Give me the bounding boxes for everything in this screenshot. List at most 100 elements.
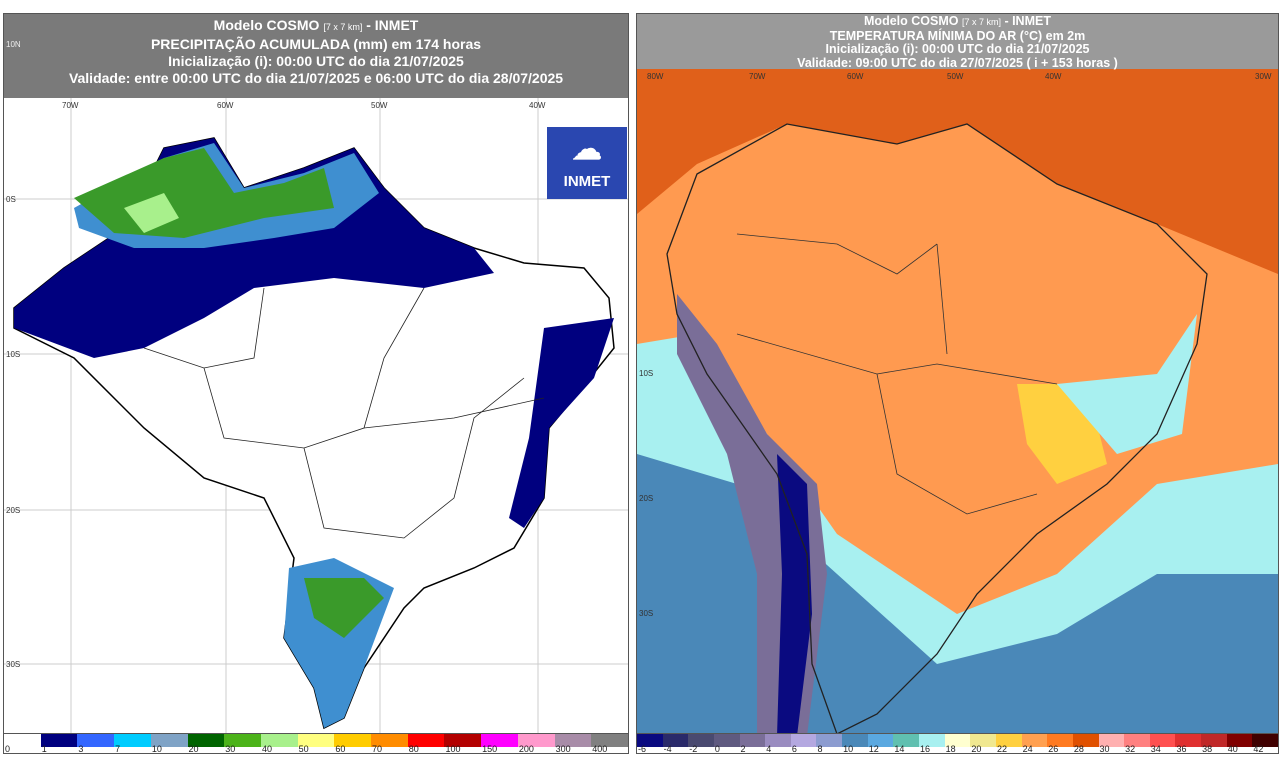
legend-swatch	[1226, 734, 1253, 747]
legend-swatch	[790, 734, 817, 747]
legend-label: 38	[1202, 744, 1213, 754]
legend-swatch	[816, 734, 843, 747]
legend-swatch	[40, 734, 78, 747]
legend-label: 150	[482, 744, 498, 754]
lon-tick: 50W	[371, 101, 388, 110]
temperature-map	[637, 14, 1278, 736]
initialization: Inicialização (i): 00:00 UTC do dia 21/0…	[825, 42, 1090, 56]
legend-swatch	[995, 734, 1022, 747]
legend-swatch	[1047, 734, 1073, 747]
legend-label: 60	[335, 744, 346, 754]
legend-swatch	[297, 734, 335, 747]
lat-tick: 10S	[6, 350, 21, 359]
map-header: Modelo COSMO [7 x 7 km] - INMET TEMPERAT…	[637, 14, 1278, 69]
lat-tick: 20S	[639, 494, 654, 503]
legend-label: 12	[868, 744, 879, 754]
variable-title: PRECIPITAÇÃO ACUMULADA (mm) em 174 horas	[150, 36, 482, 52]
validity: Validade: 09:00 UTC do dia 27/07/2025 ( …	[797, 55, 1118, 70]
legend-swatch	[260, 734, 298, 747]
legend-swatch	[919, 734, 945, 747]
lon-tick: 50W	[947, 72, 964, 81]
legend-label: 36	[1176, 744, 1187, 754]
legend-swatch	[1072, 734, 1099, 747]
south-america-outline	[666, 123, 1208, 735]
lon-tick: 40W	[1045, 72, 1062, 81]
legend-label: 1	[41, 744, 47, 754]
legend-swatch	[1252, 734, 1278, 747]
lon-tick: 70W	[62, 101, 79, 110]
legend-swatch	[893, 734, 920, 747]
legend-swatch	[662, 734, 689, 747]
legend-label: 300	[555, 744, 571, 754]
legend-swatch	[554, 734, 592, 747]
resolution: [7 x 7 km]	[961, 17, 1001, 27]
legend-swatch	[77, 734, 115, 747]
inmet-logo: ☁ INMET	[547, 127, 627, 199]
lon-tick: 80W	[647, 72, 664, 81]
precipitation-map	[4, 98, 628, 734]
legend-label: 20	[971, 744, 982, 754]
legend-swatch	[713, 734, 740, 747]
precipitation-legend: 0 1 3 7 10 20 30 40 50 60 70 80 100 150 200 300 400	[4, 733, 628, 753]
legend-label: 20	[188, 744, 199, 754]
legend-swatch	[481, 734, 518, 747]
legend-label: 70	[372, 744, 383, 754]
legend-label: 22	[996, 744, 1007, 754]
lon-tick: 30W	[1255, 72, 1272, 81]
legend-label: 4	[766, 744, 772, 754]
legend-swatch	[1201, 734, 1227, 747]
model-title: Modelo COSMO	[864, 14, 959, 28]
lat-tick: 10S	[639, 369, 654, 378]
legend-swatch	[187, 734, 225, 747]
legend-label: -4	[663, 744, 672, 754]
legend-label: 40	[1227, 744, 1238, 754]
legend-label: 40	[261, 744, 272, 754]
initialization: Inicialização (i): 00:00 UTC do dia 21/0…	[168, 53, 464, 69]
legend-label: 50	[298, 744, 309, 754]
legend-swatch	[517, 734, 555, 747]
lat-tick: 20S	[6, 506, 21, 515]
legend-label: 0	[5, 744, 11, 754]
lon-tick: 60W	[217, 101, 234, 110]
lat-tick: 0S	[6, 195, 16, 204]
legend-label: 42	[1253, 744, 1264, 754]
legend-swatch	[1021, 734, 1048, 747]
legend-label: 26	[1048, 744, 1059, 754]
temperature-map-panel: Modelo COSMO [7 x 7 km] - INMET TEMPERAT…	[636, 13, 1279, 754]
legend-swatch	[371, 734, 408, 747]
legend-swatch	[224, 734, 261, 747]
legend-label: 2	[740, 744, 746, 754]
temperature-legend: -6 -4 -2 0 2 4 6 8 10 12 14 16 18 20 22 24 26 28 30 32 34 36 3…	[637, 733, 1278, 753]
validity: Validade: entre 00:00 UTC do dia 21/07/2…	[68, 70, 564, 86]
legend-swatch	[688, 734, 714, 747]
legend-swatch	[150, 734, 188, 747]
legend-swatch	[867, 734, 894, 747]
lon-tick: 40W	[529, 101, 546, 110]
legend-label: 30	[225, 744, 236, 754]
precipitation-map-panel: Modelo COSMO [7 x 7 km] - INMET PRECIPIT…	[3, 13, 629, 754]
legend-swatch	[4, 734, 41, 747]
legend-label: 8	[817, 744, 823, 754]
legend-swatch	[1124, 734, 1150, 747]
model-title: Modelo COSMO	[213, 17, 320, 33]
legend-label: 80	[408, 744, 419, 754]
legend-label: 10	[843, 744, 854, 754]
legend-swatch	[407, 734, 445, 747]
lat-tick: 30S	[6, 660, 21, 669]
legend-label: 32	[1125, 744, 1136, 754]
legend-label: 34	[1150, 744, 1161, 754]
map-header: Modelo COSMO [7 x 7 km] - INMET PRECIPIT…	[4, 14, 628, 98]
legend-label: 200	[518, 744, 534, 754]
resolution: [7 x 7 km]	[323, 22, 363, 32]
legend-swatch	[591, 734, 628, 747]
legend-swatch	[842, 734, 868, 747]
lat-tick: 10N	[6, 40, 21, 49]
legend-label: 100	[445, 744, 461, 754]
legend-label: -6	[638, 744, 647, 754]
institute: - INMET	[366, 17, 419, 33]
legend-label: 6	[791, 744, 797, 754]
legend-label: 10	[151, 744, 162, 754]
legend-swatch	[1175, 734, 1202, 747]
lon-tick: 60W	[847, 72, 864, 81]
legend-label: 28	[1073, 744, 1084, 754]
